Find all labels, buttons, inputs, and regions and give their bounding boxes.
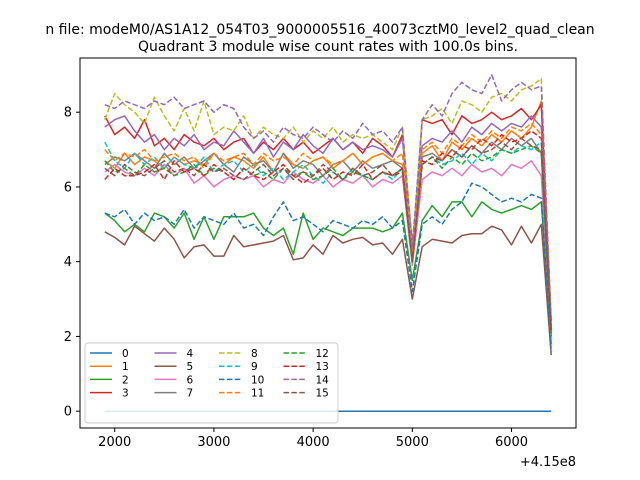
x-tick-label: 6000 (495, 435, 528, 450)
legend-label-0: 0 (122, 348, 129, 360)
series-line-13 (104, 130, 552, 333)
legend-label-10: 10 (251, 374, 264, 386)
x-tick-label: 4000 (297, 435, 330, 450)
x-offset-label: +4.15e8 (520, 455, 576, 470)
x-tick-label: 5000 (396, 435, 429, 450)
chart-title: Quadrant 3 module wise count rates with … (138, 39, 518, 55)
x-tick-label: 3000 (197, 435, 230, 450)
y-tick-label: 0 (64, 405, 72, 420)
series-line-12 (104, 145, 552, 337)
legend-label-14: 14 (316, 374, 330, 386)
legend-label-2: 2 (122, 374, 129, 386)
series-layer (104, 74, 552, 412)
plot-frame (79, 57, 577, 429)
legend-label-12: 12 (316, 348, 329, 360)
series-line-5 (104, 223, 552, 356)
suptitle: n file: modeM0/AS1A12_054T03_9000005516_… (45, 22, 594, 38)
legend-label-8: 8 (251, 348, 258, 360)
legend-label-1: 1 (122, 361, 129, 373)
series-line-10 (104, 182, 552, 352)
legend-label-4: 4 (187, 348, 194, 360)
series-line-1 (104, 100, 552, 322)
legend-label-7: 7 (187, 388, 194, 400)
y-tick-label: 2 (64, 330, 72, 345)
legend-label-5: 5 (187, 361, 194, 373)
y-tick-label: 6 (64, 180, 72, 195)
legend-label-11: 11 (251, 388, 264, 400)
series-line-8 (104, 77, 552, 330)
series-line-9 (104, 141, 552, 326)
axes-layer: 2000 3000 4000 5000 6000 0 2 4 6 8 (64, 106, 528, 450)
legend-label-13: 13 (316, 361, 329, 373)
y-tick-label: 8 (64, 106, 72, 121)
series-line-11 (104, 122, 552, 333)
series-line-4 (104, 115, 552, 333)
series-line-15 (104, 137, 552, 330)
legend-label-9: 9 (251, 361, 258, 373)
series-line-2 (104, 201, 552, 344)
legend-label-3: 3 (122, 388, 129, 400)
x-tick-label: 2000 (98, 435, 131, 450)
y-tick-label: 4 (64, 255, 72, 270)
legend-label-15: 15 (316, 388, 329, 400)
legend-box (84, 342, 339, 424)
series-line-6 (104, 160, 552, 337)
series-line-14 (104, 74, 552, 322)
legend-label-6: 6 (187, 374, 194, 386)
